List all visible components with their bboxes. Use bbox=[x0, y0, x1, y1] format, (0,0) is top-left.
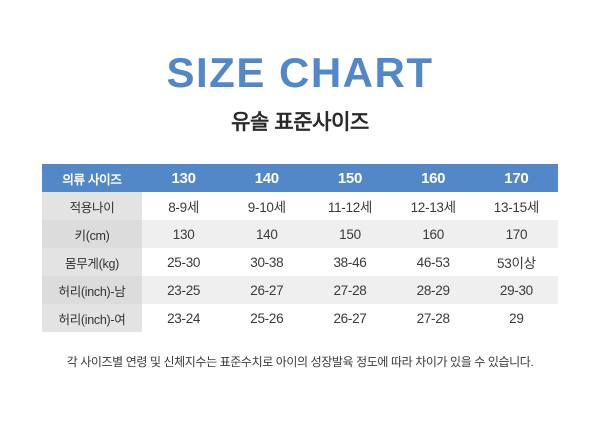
cell-waist-male-170: 29-30 bbox=[474, 276, 558, 304]
cell-height-170: 170 bbox=[474, 220, 558, 248]
cell-age-150: 11-12세 bbox=[308, 192, 392, 220]
page-subtitle: 유솔 표준사이즈 bbox=[231, 111, 369, 134]
cell-weight-140: 30-38 bbox=[225, 248, 309, 276]
size-table: 의류 사이즈 130 140 150 160 170 적용나이 8-9세 9-1… bbox=[42, 164, 558, 332]
row-label-height: 키(cm) bbox=[42, 220, 142, 248]
cell-age-160: 12-13세 bbox=[391, 192, 475, 220]
header-cell-size-140: 140 bbox=[254, 169, 279, 187]
cell-weight-130: 25-30 bbox=[142, 248, 226, 276]
row-label-weight: 몸무게(kg) bbox=[42, 248, 142, 276]
row-label-waist-female: 허리(inch)-여 bbox=[42, 304, 142, 332]
cell-height-160: 160 bbox=[391, 220, 475, 248]
cell-weight-160: 46-53 bbox=[391, 248, 475, 276]
footnote-text: 각 사이즈별 연령 및 신체지수는 표준수치로 아이의 성장발육 정도에 따라 … bbox=[66, 355, 534, 369]
cell-waist-female-170: 29 bbox=[474, 304, 558, 332]
row-label-age: 적용나이 bbox=[42, 192, 142, 220]
table-row: 허리(inch)-여 23-24 25-26 26-27 27-28 29 bbox=[42, 304, 558, 332]
header-cell-size-150: 150 bbox=[337, 169, 363, 187]
cell-height-130: 130 bbox=[142, 220, 226, 248]
title-block: SIZE CHART 유솔 표준사이즈 bbox=[0, 0, 600, 136]
page-title: SIZE CHART bbox=[166, 49, 434, 96]
header-cell-label: 의류 사이즈 bbox=[62, 172, 122, 187]
header-cell-size-170: 170 bbox=[504, 169, 529, 187]
size-table-container: 의류 사이즈 130 140 150 160 170 적용나이 8-9세 9-1… bbox=[42, 164, 558, 332]
table-header: 의류 사이즈 130 140 150 160 170 bbox=[42, 164, 558, 192]
cell-weight-150: 38-46 bbox=[308, 248, 392, 276]
header-cell-size-160: 160 bbox=[421, 169, 446, 187]
header-cell-size-130: 130 bbox=[171, 169, 196, 187]
table-row: 적용나이 8-9세 9-10세 11-12세 12-13세 13-15세 bbox=[42, 192, 558, 220]
cell-waist-female-130: 23-24 bbox=[142, 304, 226, 332]
cell-waist-male-160: 28-29 bbox=[391, 276, 475, 304]
table-row: 몸무게(kg) 25-30 30-38 38-46 46-53 53이상 bbox=[42, 248, 558, 276]
cell-age-140: 9-10세 bbox=[225, 192, 309, 220]
cell-height-140: 140 bbox=[225, 220, 309, 248]
cell-waist-female-150: 26-27 bbox=[308, 304, 392, 332]
table-row: 키(cm) 130 140 150 160 170 bbox=[42, 220, 558, 248]
cell-waist-female-160: 27-28 bbox=[391, 304, 475, 332]
cell-waist-male-150: 27-28 bbox=[308, 276, 392, 304]
cell-height-150: 150 bbox=[308, 220, 392, 248]
table-header-row: 의류 사이즈 130 140 150 160 170 bbox=[42, 164, 558, 192]
cell-waist-male-130: 23-25 bbox=[142, 276, 226, 304]
table-body: 적용나이 8-9세 9-10세 11-12세 12-13세 13-15세 키(c… bbox=[42, 192, 558, 332]
cell-age-130: 8-9세 bbox=[142, 192, 226, 220]
cell-age-170: 13-15세 bbox=[474, 192, 558, 220]
cell-weight-170: 53이상 bbox=[474, 248, 558, 276]
row-label-waist-male: 허리(inch)-남 bbox=[42, 276, 142, 304]
cell-waist-female-140: 25-26 bbox=[225, 304, 309, 332]
cell-waist-male-140: 26-27 bbox=[225, 276, 309, 304]
table-row: 허리(inch)-남 23-25 26-27 27-28 28-29 29-30 bbox=[42, 276, 558, 304]
